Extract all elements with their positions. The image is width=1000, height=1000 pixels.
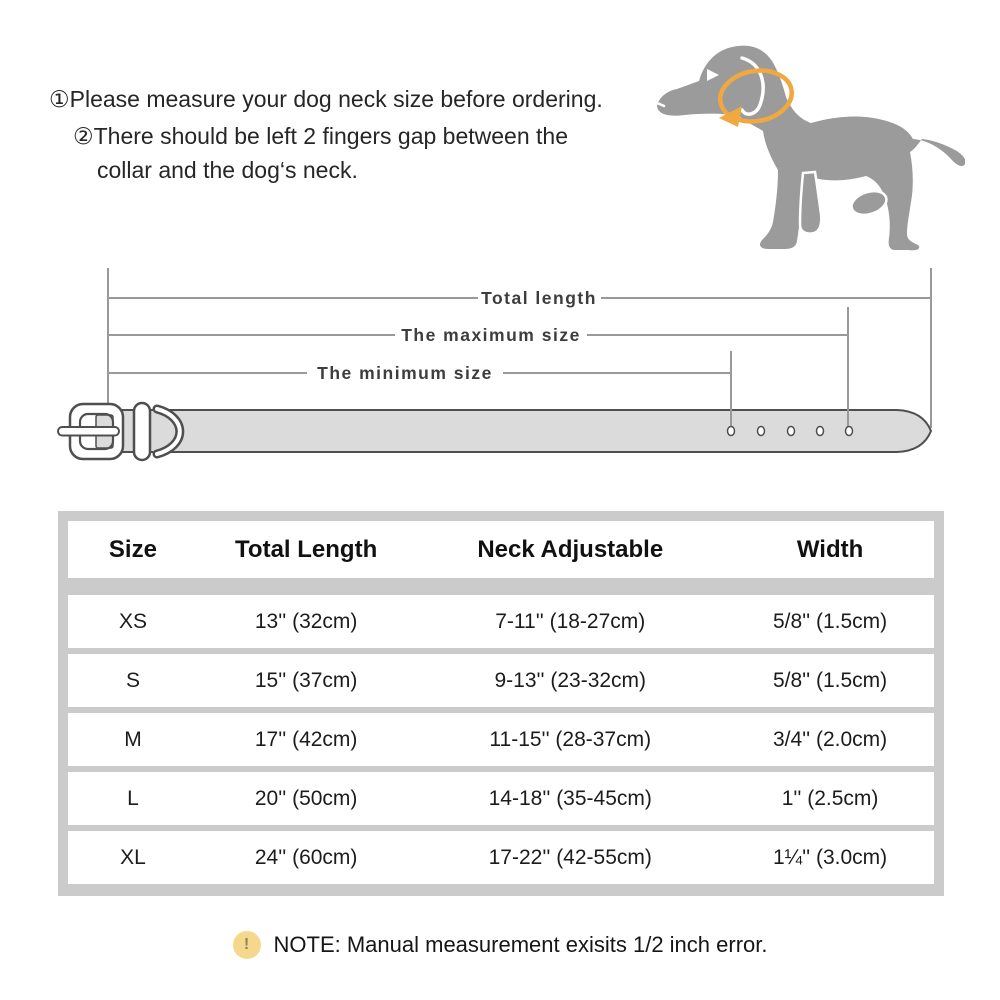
cell-neck-adjustable: 7-11'' (18-27cm) — [495, 609, 646, 633]
instructions-section: ①Please measure your dog neck size befor… — [49, 82, 718, 187]
cell-width: 5/8'' (1.5cm) — [772, 668, 888, 692]
dog-far-hind-paw — [850, 189, 888, 217]
note-text: NOTE: Manual measurement exisits 1/2 inc… — [273, 932, 768, 957]
header-cell-size: Size — [108, 535, 157, 563]
buckle-prong — [57, 426, 120, 437]
cell-width: 3/4'' (2.0cm) — [772, 727, 888, 751]
instruction-item-2: ②There should be left 2 fingers gap betw… — [73, 119, 718, 187]
cell-neck-adjustable: 17-22'' (42-55cm) — [488, 845, 652, 869]
dog-ear-outline — [740, 56, 765, 116]
label-maximum-size: The maximum size — [401, 325, 581, 345]
table-row: L 20'' (50cm) 14-18'' (35-45cm) 1'' (2.5… — [68, 772, 934, 825]
belt-keeper — [132, 401, 152, 462]
instruction-item-1: ①Please measure your dog neck size befor… — [49, 82, 718, 116]
cell-neck-adjustable: 11-15'' (28-37cm) — [489, 727, 652, 751]
cell-total-length: 17'' (42cm) — [254, 727, 358, 751]
header-cell-total-length: Total Length — [235, 535, 378, 563]
table-row: XS 13'' (32cm) 7-11'' (18-27cm) 5/8'' (1… — [68, 595, 934, 648]
note-section: ! NOTE: Manual measurement exisits 1/2 i… — [0, 931, 1000, 959]
instruction-1-number: ① — [49, 86, 70, 112]
collar-hole — [844, 425, 854, 437]
cell-size: L — [127, 786, 139, 810]
cell-size: M — [124, 727, 142, 751]
instruction-2-line2: collar and the dog‘s neck. — [97, 157, 358, 183]
cell-width: 1¼'' (3.0cm) — [772, 845, 888, 869]
d-ring-highlight — [155, 407, 182, 456]
exclamation-icon: ! — [232, 931, 261, 959]
cell-total-length: 24'' (60cm) — [254, 845, 358, 869]
dog-silhouette — [657, 45, 965, 251]
cell-width: 1'' (2.5cm) — [781, 786, 879, 810]
instruction-1-text: Please measure your dog neck size before… — [69, 86, 603, 112]
dimension-lines — [107, 268, 932, 428]
label-total-length: Total length — [481, 288, 597, 308]
cell-neck-adjustable: 14-18'' (35-45cm) — [488, 786, 652, 810]
table-row: M 17'' (42cm) 11-15'' (28-37cm) 3/4'' (2… — [68, 713, 934, 766]
cell-total-length: 13'' (32cm) — [254, 609, 358, 633]
dog-eye — [707, 69, 719, 81]
cell-size: S — [125, 668, 140, 692]
cell-total-length: 15'' (37cm) — [254, 668, 358, 692]
collar-hole — [815, 425, 825, 437]
size-table: Size Total Length Neck Adjustable Width … — [58, 511, 944, 896]
collar-holes — [726, 425, 854, 437]
dimension-ticks — [730, 307, 849, 429]
cell-size: XL — [120, 845, 146, 869]
table-row: S 15'' (37cm) 9-13'' (23-32cm) 5/8'' (1.… — [68, 654, 934, 707]
instruction-2-number: ② — [73, 123, 94, 149]
cell-width: 5/8'' (1.5cm) — [772, 609, 888, 633]
measuring-tape-arrow-icon — [719, 106, 742, 127]
header-cell-width: Width — [796, 535, 864, 563]
dog-far-front-leg — [798, 170, 823, 235]
measuring-tape-loop — [718, 68, 794, 124]
collar-hole — [756, 425, 766, 437]
cell-neck-adjustable: 9-13'' (23-32cm) — [494, 668, 647, 692]
label-minimum-size: The minimum size — [317, 363, 493, 383]
instruction-2-line1: There should be left 2 fingers gap betwe… — [93, 123, 568, 149]
table-header-row: Size Total Length Neck Adjustable Width — [68, 521, 934, 578]
dog-nose-mark — [653, 100, 666, 108]
dog-illustration — [653, 45, 965, 251]
table-row: XL 24'' (60cm) 17-22'' (42-55cm) 1¼'' (3… — [68, 831, 934, 884]
collar-hole — [786, 425, 796, 437]
cell-total-length: 20'' (50cm) — [254, 786, 358, 810]
collar-hole — [726, 425, 736, 437]
collar-strap — [110, 409, 932, 453]
header-cell-neck-adjustable: Neck Adjustable — [477, 535, 664, 563]
cell-size: XS — [118, 609, 147, 633]
collar-measure-diagram: Total length The maximum size The minimu… — [57, 268, 932, 462]
